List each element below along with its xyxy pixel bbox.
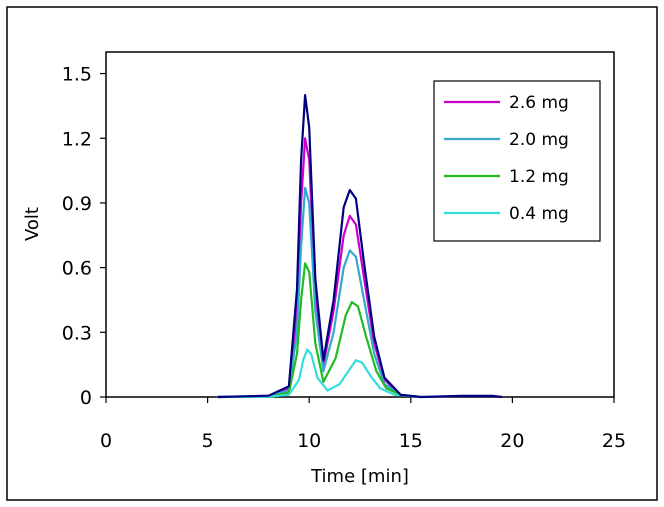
legend-label: 0.4 mg: [509, 204, 569, 224]
x-tick-label: 25: [602, 430, 626, 452]
series-line-1: [217, 186, 422, 399]
y-axis-title: Volt: [22, 207, 43, 241]
x-axis-title: Time [min]: [310, 466, 409, 487]
x-tick-label: 5: [202, 430, 214, 452]
y-tick-label: 0: [80, 387, 92, 409]
series-line-0: [217, 137, 422, 399]
x-axis-ticks: 0 5 10 15 20 25: [100, 397, 626, 452]
y-tick-label: 1.5: [62, 64, 92, 86]
y-tick-label: 0.9: [62, 193, 92, 215]
y-tick-label: 0.3: [62, 322, 92, 344]
legend: 2.6 mg 2.0 mg 1.2 mg 0.4 mg: [433, 80, 601, 242]
series-line-4: [217, 94, 503, 399]
y-tick-label: 0.6: [62, 258, 92, 280]
legend-label: 2.0 mg: [509, 130, 569, 150]
series-layer: [217, 94, 503, 399]
series-line-3: [217, 348, 422, 399]
x-tick-label: 10: [297, 430, 321, 452]
x-tick-label: 15: [399, 430, 423, 452]
y-axis-ticks: 0 0.3 0.6 0.9 1.2 1.5: [62, 64, 106, 409]
legend-label: 1.2 mg: [509, 167, 569, 187]
legend-label: 2.6 mg: [509, 93, 569, 113]
y-tick-label: 1.2: [62, 128, 92, 150]
x-tick-label: 20: [500, 430, 524, 452]
legend-box: [433, 80, 601, 242]
x-tick-label: 0: [100, 430, 112, 452]
series-line-2: [217, 262, 422, 399]
